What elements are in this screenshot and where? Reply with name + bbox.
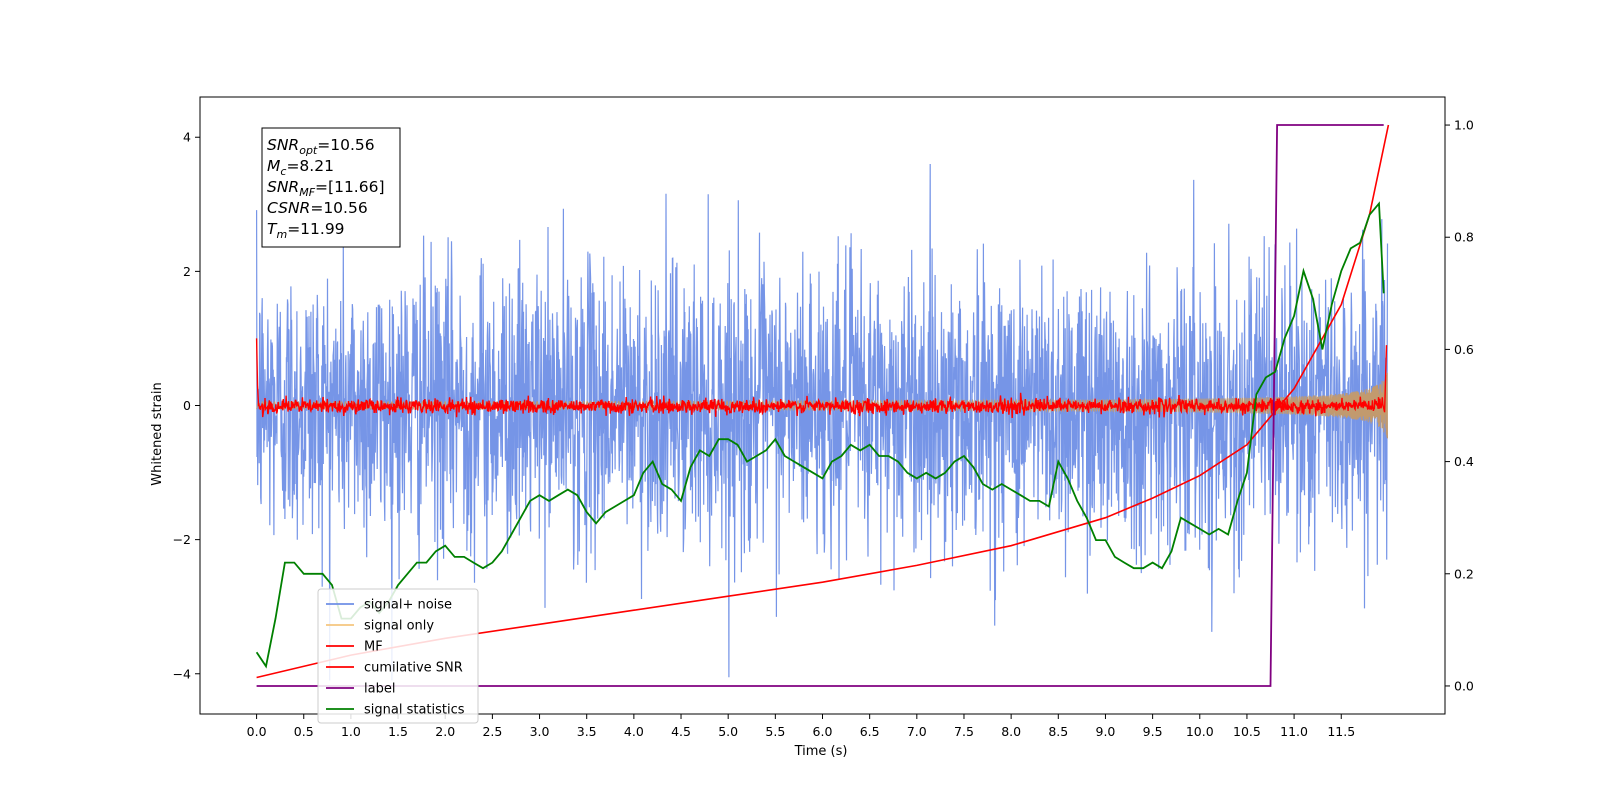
x-tick-label: 7.5 [954,724,974,739]
legend-label: cumilative SNR [364,661,463,676]
series-label [256,124,1384,687]
label-line [256,124,1384,687]
x-tick-label: 9.5 [1143,724,1163,739]
annotation-line: CSNR=10.56 [267,199,368,217]
x-tick-label: 5.0 [718,724,738,739]
x-tick-label: 3.5 [577,724,597,739]
series-signal-statistics [255,201,1385,669]
x-axis-label: Time (s) [794,744,848,759]
y2-tick-label: 1.0 [1454,118,1474,133]
x-tick-label: 11.5 [1327,724,1355,739]
y2-tick-label: 0.0 [1454,678,1474,693]
y2-tick-label: 0.6 [1454,342,1474,357]
y-tick-label: 4 [183,130,191,145]
x-tick-label: 5.5 [765,724,785,739]
x-tick-label: 8.0 [1001,724,1021,739]
x-tick-label: 4.0 [624,724,644,739]
x-tick-label: 1.5 [388,724,408,739]
annotation-frame [261,127,401,248]
legend-label: label [364,682,395,697]
y-tick-label: 0 [183,398,191,413]
x-tick-label: 10.0 [1186,724,1214,739]
y-tick-label: −4 [173,666,191,681]
x-axis-ticks: 0.0 0.5 1.0 1.5 2.0 2.5 3.0 3.5 4.0 4.5 5.0 5.5 6.0 6… [247,714,1355,739]
x-tick-label: 2.0 [435,724,455,739]
series-signal-noise [256,163,1389,681]
annotation-line: SNRMF=[11.66] [267,178,385,199]
legend-label: signal only [364,619,434,634]
y2-tick-label: 0.2 [1454,566,1474,581]
x-tick-label: 4.5 [671,724,691,739]
x-tick-label: 8.5 [1048,724,1068,739]
y2-tick-label: 0.8 [1454,230,1474,245]
annotation-line: SNRopt=10.56 [267,136,375,157]
annotation-line: Tm=11.99 [267,220,345,241]
legend: signal+ noise signal only MF cumilative SNR… [317,588,479,724]
x-tick-label: 10.5 [1233,724,1261,739]
y-tick-label: −2 [173,532,191,547]
y-tick-label: 2 [183,264,191,279]
y2-axis-ticks: 1.0 0.8 0.6 0.4 0.2 0.0 [1445,118,1474,693]
legend-label: signal statistics [364,703,465,718]
x-tick-label: 7.0 [907,724,927,739]
y2-tick-label: 0.4 [1454,454,1474,469]
x-tick-label: 0.5 [294,724,314,739]
x-tick-label: 2.5 [482,724,502,739]
x-tick-label: 6.5 [860,724,880,739]
x-tick-label: 6.0 [813,724,833,739]
signal-noise-line [256,163,1389,681]
legend-label: MF [364,640,383,655]
x-tick-label: 0.0 [247,724,267,739]
x-tick-label: 1.0 [341,724,361,739]
mf-line [255,338,1388,419]
series-mf [255,338,1388,419]
x-tick-label: 3.0 [530,724,550,739]
series-cumilative-snr [256,124,1390,679]
cumilative-snr-line [256,124,1390,679]
signal-statistics-line [255,201,1385,669]
x-tick-label: 9.0 [1096,724,1116,739]
y-axis-ticks: 4 2 0 −2 −4 [173,130,200,681]
legend-label: signal+ noise [364,598,452,613]
x-tick-label: 11.0 [1280,724,1308,739]
annotation-box: SNRopt=10.56Mc=8.21SNRMF=[11.66]CSNR=10.… [261,127,401,248]
annotation-line: Mc=8.21 [267,157,334,178]
y-axis-label: Whitened strain [150,382,165,485]
plot-area [255,124,1390,687]
legend-frame [317,588,479,724]
